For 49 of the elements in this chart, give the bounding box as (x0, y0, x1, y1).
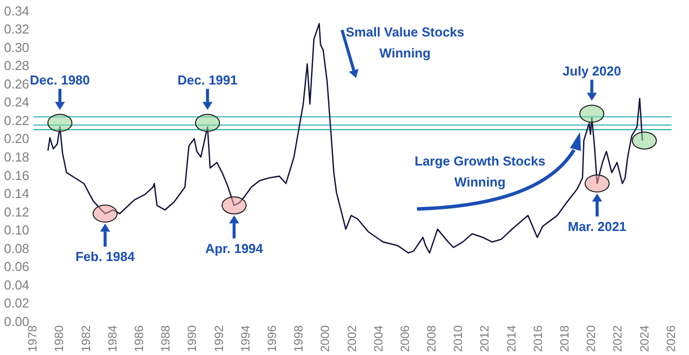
x-tick-label: 2018 (558, 324, 572, 352)
x-tick-label: 2020 (584, 324, 598, 352)
y-tick-label: 0.12 (4, 204, 30, 220)
y-tick-label: 0.14 (4, 186, 30, 202)
annotation: Small Value Stocks Winning (346, 24, 464, 61)
y-tick-label: 0.04 (4, 277, 30, 292)
x-tick-label: 1986 (132, 324, 146, 352)
x-tick-label: 1988 (158, 324, 173, 352)
x-tick-label: 2002 (344, 324, 359, 352)
x-tick-label: 2014 (504, 324, 518, 352)
annotation: Dec. 1980 (30, 72, 90, 88)
x-tick-label: 2024 (637, 324, 652, 352)
x-tick-label: 1980 (52, 324, 66, 352)
y-tick-label: 0.02 (4, 296, 30, 311)
y-tick-label: 0.22 (4, 112, 30, 128)
y-tick-label: 0.28 (4, 58, 30, 74)
x-tick-label: 1996 (264, 324, 279, 352)
x-tick-label: 1982 (78, 324, 93, 352)
x-tick-label: 2022 (610, 324, 625, 352)
y-tick-label: 0.08 (4, 240, 30, 256)
x-tick-label: 1994 (238, 324, 252, 352)
y-tick-label: 0.30 (4, 40, 30, 55)
x-tick-label: 2016 (530, 324, 545, 352)
x-tick-label: 2004 (371, 324, 386, 352)
y-tick-label: 0.32 (4, 22, 30, 37)
y-tick-label: 0.24 (4, 94, 30, 110)
x-tick-label: 1992 (212, 324, 226, 352)
x-tick-label: 2000 (318, 324, 332, 352)
y-tick-label: 0.10 (4, 222, 30, 238)
annotation: Large Growth Stocks Winning (414, 154, 546, 190)
x-tick-label: 1990 (185, 324, 200, 352)
y-tick-label: 0.26 (4, 76, 30, 92)
y-tick-label: 0.16 (4, 168, 30, 183)
y-tick-label: 0.20 (4, 131, 30, 146)
y-tick-label: 0.34 (4, 3, 30, 18)
annotation: Feb. 1984 (75, 249, 136, 264)
x-tick-label: 2010 (451, 324, 466, 352)
x-tick-label: 2026 (664, 324, 678, 352)
annotation: July 2020 (562, 63, 622, 78)
x-tick-label: 2006 (398, 324, 412, 352)
annotation: Dec. 1991 (178, 72, 238, 88)
x-tick-label: 1998 (292, 324, 306, 352)
y-tick-label: 0.06 (4, 259, 30, 274)
x-tick-label: 2008 (424, 324, 439, 352)
annotation: Mar. 2021 (568, 219, 626, 234)
y-tick-label: 0.18 (4, 150, 30, 164)
annotation: Apr. 1994 (205, 240, 264, 256)
x-tick-label: 2012 (478, 324, 492, 352)
x-tick-label: 1984 (105, 324, 120, 352)
